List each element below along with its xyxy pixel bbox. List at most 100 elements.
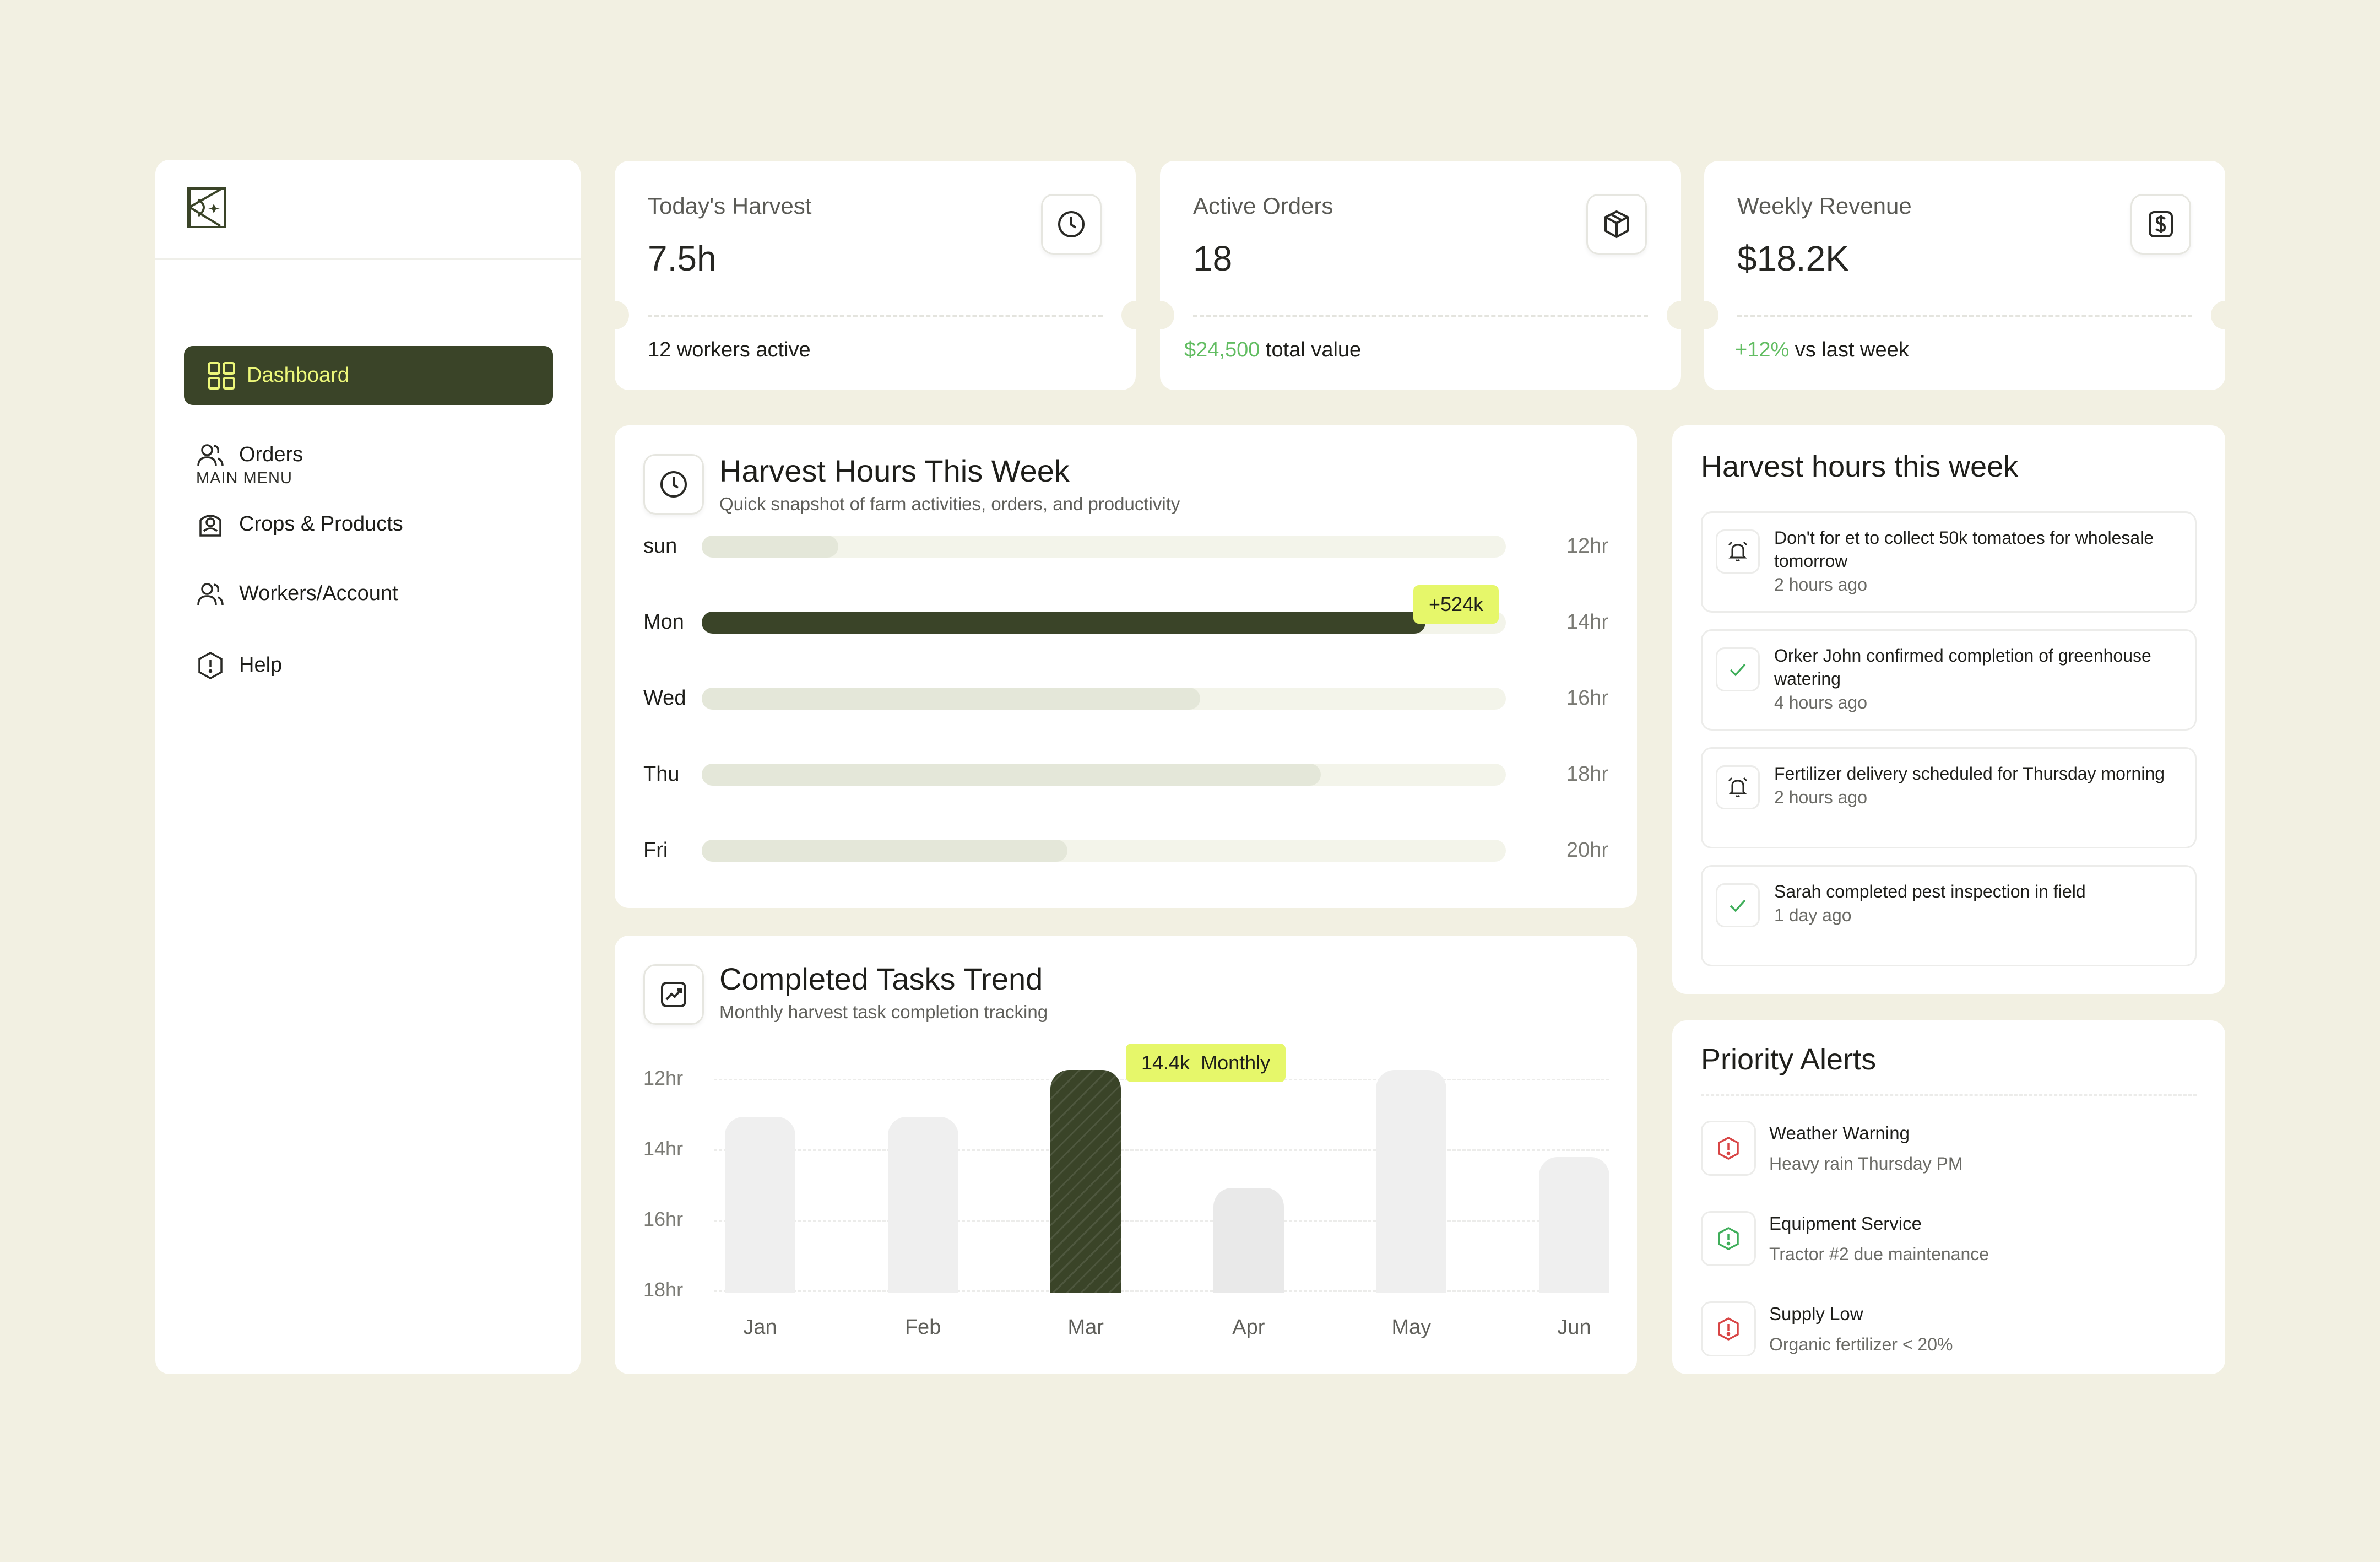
ticket-notch <box>1690 301 1718 329</box>
y-tick-label: 16hr <box>643 1208 684 1230</box>
hours-bar-track[interactable] <box>702 612 1506 634</box>
hours-bar-fill <box>702 688 1201 710</box>
nav-item-label: Dashboard <box>247 364 349 387</box>
hours-bar-fill <box>702 840 1068 862</box>
users-icon <box>195 440 226 471</box>
notification-time: 1 day ago <box>1774 905 1852 925</box>
day-label: Wed <box>643 687 686 710</box>
nav-item-label: Help <box>239 653 283 677</box>
notification-item[interactable]: Sarah completed pest inspection in field… <box>1701 865 2197 966</box>
stat-footer: +12% vs last week <box>1735 338 1909 362</box>
y-tick-label: 12hr <box>643 1067 684 1089</box>
notification-item[interactable]: Fertilizer delivery scheduled for Thursd… <box>1701 747 2197 848</box>
stat-footer-highlight: $24,500 <box>1184 338 1260 361</box>
alert-hexagon-icon <box>1701 1121 1756 1176</box>
bar-feb[interactable] <box>887 1116 958 1293</box>
stat-value: 7.5h <box>648 239 717 278</box>
menu-title: MAIN MENU <box>196 469 292 487</box>
alert-hexagon-icon <box>1701 1301 1756 1356</box>
section-title: Priority Alerts <box>1701 1043 1877 1076</box>
stat-footer: $24,500 total value <box>1184 338 1361 362</box>
bar-may[interactable] <box>1376 1070 1447 1293</box>
stat-divider <box>1193 315 1648 317</box>
alert-title: Equipment Service <box>1769 1213 1922 1234</box>
alert-title: Weather Warning <box>1769 1123 1910 1143</box>
bar-tooltip: +524k <box>1413 585 1499 624</box>
alert-item[interactable]: Weather Warning Heavy rain Thursday PM <box>1701 1109 2197 1186</box>
crop-icon <box>195 509 226 540</box>
x-tick-label: Jan <box>743 1316 777 1339</box>
stat-divider <box>648 315 1103 317</box>
hours-bar-track[interactable] <box>702 840 1506 862</box>
dollar-icon[interactable] <box>2130 194 2191 255</box>
stat-value: $18.2K <box>1737 239 1849 278</box>
stat-footer-text: vs last week <box>1789 338 1909 361</box>
notification-time: 2 hours ago <box>1774 575 1868 594</box>
notification-text: Sarah completed pest inspection in field <box>1774 882 2086 901</box>
trend-up-icon[interactable] <box>643 964 704 1025</box>
stat-card-revenue: Weekly Revenue $18.2K +12% vs last week <box>1690 161 2240 390</box>
stat-footer-text: total value <box>1260 338 1362 361</box>
alert-hexagon-icon <box>1701 1211 1756 1266</box>
stat-title: Weekly Revenue <box>1737 193 1912 219</box>
bar-jan[interactable] <box>725 1116 795 1293</box>
y-tick-label: 14hr <box>643 1137 684 1160</box>
notification-item[interactable]: Orker John confirmed completion of green… <box>1701 629 2197 731</box>
priority-alerts-card: Priority Alerts Weather Warning Heavy rai… <box>1672 1020 2225 1374</box>
stat-title: Active Orders <box>1193 193 1333 219</box>
alerts-divider <box>1701 1094 2197 1096</box>
farm-logo[interactable] <box>187 187 226 228</box>
ticket-notch <box>2211 301 2240 329</box>
hours-value: 12hr <box>1566 534 1608 558</box>
nav-item-dashboard[interactable]: Dashboard <box>184 346 553 405</box>
check-icon <box>1716 647 1760 691</box>
bar-mar[interactable] <box>1050 1070 1121 1293</box>
hours-bar-track[interactable] <box>702 536 1506 558</box>
hours-bar-track[interactable] <box>702 688 1506 710</box>
sidebar-header <box>155 160 581 260</box>
day-label: Fri <box>643 839 668 862</box>
hours-bar-track[interactable] <box>702 764 1506 786</box>
stat-footer-highlight: +12% <box>1735 338 1790 361</box>
stat-card-harvest: Today's Harvest 7.5h 12 workers active <box>600 161 1150 390</box>
nav-item-help[interactable]: Help <box>184 636 553 695</box>
x-tick-label: Apr <box>1232 1316 1265 1339</box>
notification-item[interactable]: Don't for et to collect 50k tomatoes for… <box>1701 511 2197 613</box>
nav-item-label: Orders <box>239 443 303 466</box>
clock-icon[interactable] <box>1041 194 1102 255</box>
x-tick-label: Feb <box>904 1316 941 1339</box>
ticket-notch <box>1121 301 1150 329</box>
bar-apr[interactable] <box>1213 1188 1284 1293</box>
day-label: Mon <box>643 610 684 634</box>
alert-item[interactable]: Supply Low Organic fertilizer < 20% <box>1701 1289 2197 1366</box>
bar-jun[interactable] <box>1539 1156 1609 1293</box>
clock-icon[interactable] <box>643 454 704 515</box>
stat-divider <box>1737 315 2192 317</box>
alarm-icon <box>1716 529 1760 574</box>
x-tick-label: May <box>1391 1316 1432 1339</box>
stat-title: Today's Harvest <box>648 193 812 219</box>
nav-item-crops-products[interactable]: Crops & Products <box>184 495 553 554</box>
chart-title: Completed Tasks Trend <box>719 961 1043 996</box>
stat-card-orders: Active Orders 18 $24,500 total value <box>1146 161 1695 390</box>
hours-bar-fill <box>702 764 1321 786</box>
sidebar: MAIN MENU Dashboard Orders Crops & Produ… <box>155 160 581 1374</box>
notification-text: Don't for et to collect 50k tomatoes for… <box>1774 528 2154 571</box>
alert-item[interactable]: Equipment Service Tractor #2 due maintena… <box>1701 1199 2197 1276</box>
users-icon <box>195 579 226 609</box>
notification-text: Fertilizer delivery scheduled for Thursd… <box>1774 764 2165 783</box>
ticket-notch <box>1146 301 1174 329</box>
nav-item-label: Workers/Account <box>239 582 398 605</box>
nav-item-orders[interactable]: Orders <box>184 425 553 484</box>
notification-time: 4 hours ago <box>1774 693 1868 712</box>
grid-line <box>714 1149 1609 1151</box>
stat-footer: 12 workers active <box>648 338 811 362</box>
box-icon[interactable] <box>1586 194 1647 255</box>
section-subtitle: Quick snapshot of farm activities, order… <box>719 494 1180 514</box>
alert-hexagon-icon <box>195 650 226 681</box>
chart-subtitle: Monthly harvest task completion tracking <box>719 1002 1048 1022</box>
nav-item-workers-account[interactable]: Workers/Account <box>184 564 553 623</box>
hours-value: 14hr <box>1566 610 1608 634</box>
stat-footer-text: 12 workers active <box>648 338 811 361</box>
check-icon <box>1716 883 1760 927</box>
